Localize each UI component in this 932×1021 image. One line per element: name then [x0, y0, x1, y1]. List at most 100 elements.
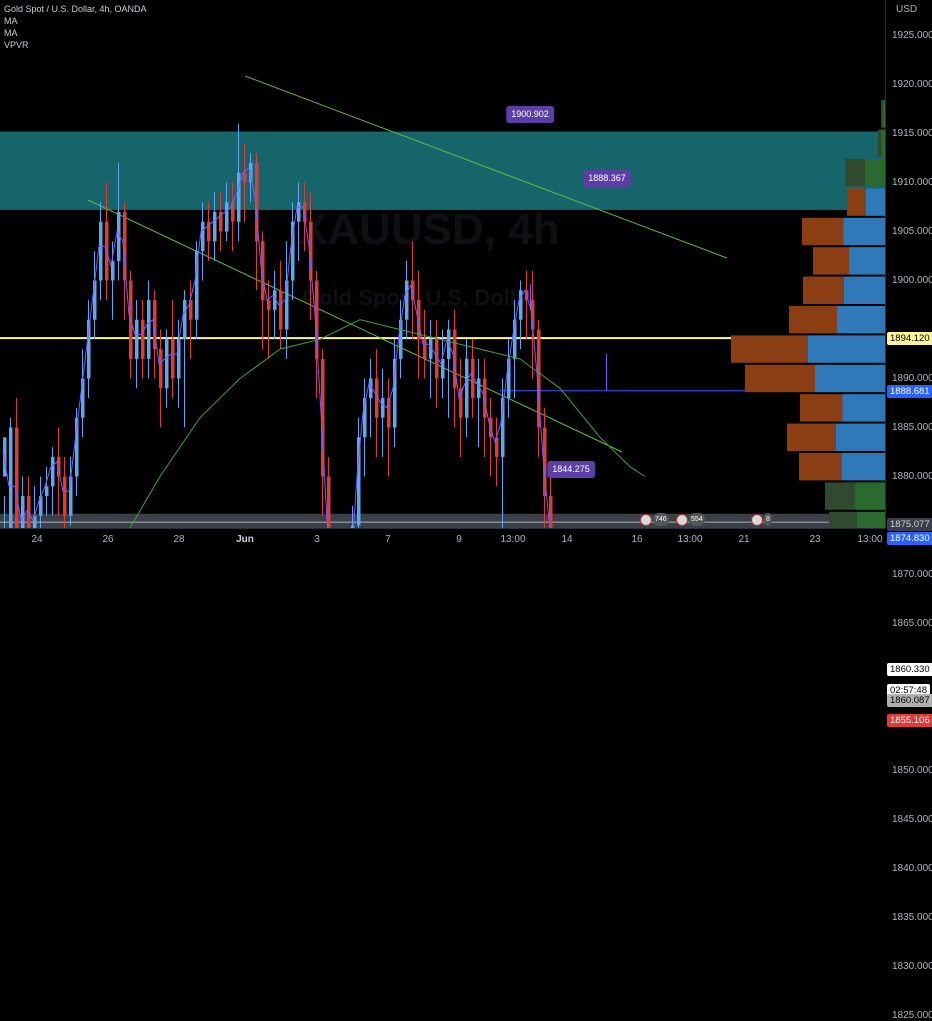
candle-body	[291, 221, 295, 281]
time-axis[interactable]: 24 26 28 Jun 3 7 9 13:00 14 16 13:00 21 23 13:00	[0, 528, 885, 551]
price-tick: 1840.000	[892, 862, 932, 874]
vpvr-down-bar	[799, 452, 842, 481]
candle-body	[309, 221, 313, 281]
price-tick: 1865.000	[892, 617, 932, 629]
time-tick: 3	[314, 534, 320, 545]
price-tick: 1870.000	[892, 568, 932, 580]
ma-slow-line	[129, 319, 646, 528]
time-tick: 21	[738, 534, 750, 545]
vpvr-up-bar	[843, 217, 885, 246]
candle-body	[321, 358, 325, 477]
vpvr-down-bar	[802, 217, 844, 246]
us-flag-icon	[640, 513, 652, 526]
candle-body	[249, 162, 253, 183]
candle-body	[207, 221, 211, 242]
vpvr-up-bar	[857, 511, 885, 528]
legend-indicator-vpvr[interactable]: VPVR	[4, 40, 29, 50]
vpvr-up-bar	[808, 335, 885, 363]
candle-body	[219, 211, 223, 232]
candle-body	[213, 211, 217, 242]
time-tick: 14	[561, 534, 573, 545]
candle-body	[33, 515, 37, 528]
price-tick: 1900.000	[892, 274, 932, 286]
candle-body	[393, 358, 397, 428]
vpvr-up-bar	[849, 247, 885, 275]
candle-body	[387, 398, 391, 428]
time-tick: Jun	[236, 534, 254, 545]
event-icon-3[interactable]: 8	[751, 513, 772, 526]
candle-body	[189, 300, 193, 320]
callout-high-stem	[530, 284, 531, 310]
candle-body	[87, 319, 91, 379]
candle-body	[297, 202, 301, 222]
price-tick: 1910.000	[892, 176, 932, 188]
vpvr-up-bar	[815, 364, 885, 393]
candle-body	[381, 398, 385, 418]
ma-fast-line	[2, 166, 551, 528]
candle-body	[159, 349, 163, 389]
gray-zone-line	[0, 521, 885, 523]
lower-trendline	[87, 199, 623, 453]
candle-body	[135, 319, 139, 359]
vpvr-down-bar	[800, 394, 843, 422]
candle-body	[459, 388, 463, 418]
candle-body	[39, 496, 43, 516]
candle-body	[537, 329, 541, 428]
candle-body	[27, 496, 31, 528]
legend-indicator-ma2[interactable]: MA	[4, 28, 18, 38]
candle-body	[471, 358, 475, 399]
vpvr-up-bar	[844, 276, 885, 304]
vpvr-up-bar	[881, 129, 885, 157]
legend-indicator-ma1[interactable]: MA	[4, 16, 18, 26]
legend: Gold Spot / U.S. Dollar, 4h, OANDA MA MA…	[4, 3, 147, 51]
time-tick: 28	[173, 534, 185, 545]
vpvr-up-bar	[866, 188, 885, 216]
vpvr-up-bar	[837, 305, 885, 334]
price-tick: 1845.000	[892, 813, 932, 825]
candle-body	[303, 202, 307, 222]
event-icon-2[interactable]: 554	[676, 513, 705, 526]
candle-body	[183, 300, 187, 340]
time-tick: 13:00	[677, 534, 703, 545]
price-tick: 1880.000	[892, 470, 932, 482]
candle-body	[435, 339, 439, 379]
candle-body	[453, 329, 457, 389]
callout-low: 1844.275	[547, 461, 595, 478]
candle-body	[519, 290, 523, 320]
candle-body	[225, 202, 229, 232]
legend-title[interactable]: Gold Spot / U.S. Dollar, 4h, OANDA	[4, 4, 147, 14]
time-tick: 7	[385, 534, 391, 545]
candle-body	[261, 241, 265, 301]
vpvr-down-bar	[813, 247, 849, 275]
candle-body	[351, 525, 355, 528]
vpvr-up-bar	[836, 423, 885, 451]
candle-body	[531, 300, 535, 330]
candle-body	[147, 300, 151, 359]
callout-mid-stem	[606, 354, 607, 391]
candle-body	[273, 290, 277, 310]
vpvr-up-bar	[883, 100, 885, 128]
chart-area[interactable]: XAUUSD, 4h Gold Spot / U.S. Dollar Gold …	[0, 0, 885, 528]
candle-body	[423, 339, 427, 359]
blue-level-line	[500, 390, 885, 392]
event-icon-1[interactable]: 746	[640, 513, 669, 526]
candle-body	[111, 260, 115, 281]
price-chart[interactable]	[0, 0, 885, 528]
price-tick: 1905.000	[892, 225, 932, 237]
price-badge: 1855.106	[887, 713, 932, 727]
candle-body	[513, 319, 517, 359]
price-tick: 1925.000	[892, 29, 932, 41]
price-axis[interactable]: USD 1925.000 1920.000 1915.000 1910.000 1905…	[885, 0, 932, 1021]
candle-body	[99, 221, 103, 281]
candle-body	[153, 300, 157, 350]
candle-body	[375, 378, 379, 418]
vpvr-down-bar	[789, 305, 837, 334]
candle-body	[201, 221, 205, 252]
candle-body	[57, 456, 61, 477]
candle-body	[483, 378, 487, 418]
candle-body	[141, 319, 145, 359]
upper-trendline	[244, 75, 728, 259]
price-tick: 1920.000	[892, 78, 932, 90]
candle-body	[501, 398, 505, 457]
us-flag-icon	[676, 513, 688, 526]
